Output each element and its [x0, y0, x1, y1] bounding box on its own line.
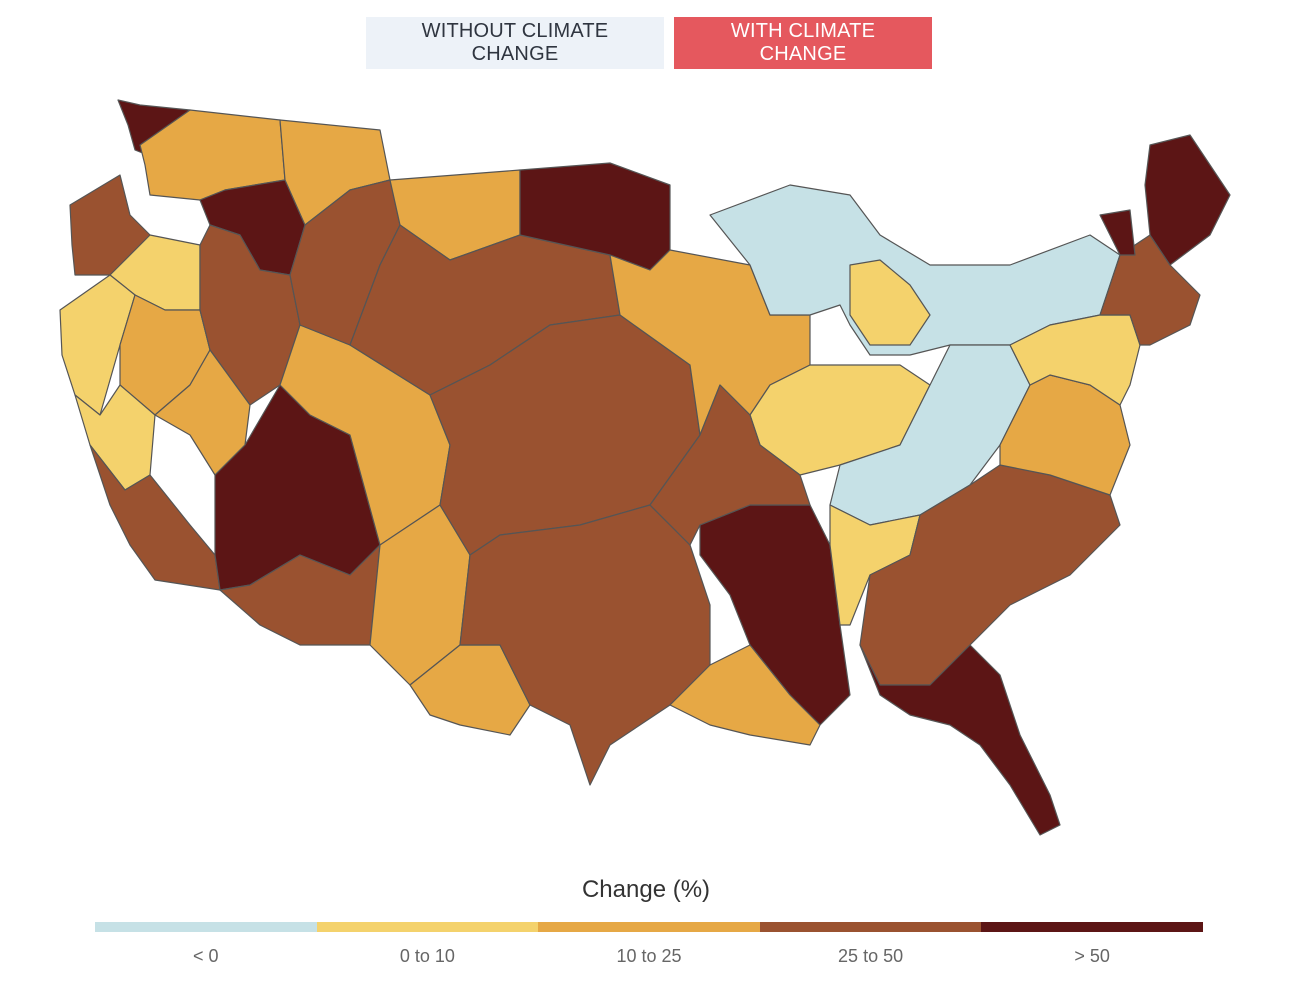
region-arkansas-red[interactable]	[649, 384, 811, 546]
legend-swatch	[981, 922, 1203, 932]
without-climate-change-button[interactable]: WITHOUT CLIMATE CHANGE	[366, 17, 664, 69]
legend-label: < 0	[193, 946, 219, 966]
legend-color-bar	[95, 922, 1203, 932]
region-lower-michigan[interactable]	[849, 259, 931, 346]
region-georgia-florida[interactable]	[859, 644, 1061, 836]
us-choropleth-map	[50, 85, 1250, 850]
region-maine[interactable]	[1144, 134, 1231, 266]
legend-title: Change (%)	[581, 876, 711, 903]
legend-label: 10 to 25	[616, 946, 682, 966]
legend-swatch	[759, 922, 982, 932]
scenario-toggle: WITHOUT CLIMATE CHANGE WITH CLIMATE CHAN…	[366, 17, 932, 69]
region-vermont-north[interactable]	[1099, 209, 1136, 256]
legend-label: > 50	[1074, 946, 1110, 966]
region-northern-california-coast[interactable]	[59, 274, 136, 416]
legend-swatch	[95, 922, 317, 932]
region-texas-central[interactable]	[459, 504, 711, 786]
legend-swatch	[316, 922, 539, 932]
region-louisiana-gulf[interactable]	[669, 644, 821, 746]
region-pennsylvania-new-york[interactable]	[1009, 314, 1141, 406]
map-svg	[59, 99, 1231, 836]
with-climate-change-button[interactable]: WITH CLIMATE CHANGE	[674, 17, 932, 69]
legend-label: 0 to 10	[399, 946, 455, 966]
region-nevada-west[interactable]	[154, 349, 251, 476]
legend-labels: < 0 0 to 10 10 to 25 25 to 50 > 50	[95, 946, 1203, 967]
legend-label: 25 to 50	[838, 946, 904, 966]
legend-swatch	[538, 922, 760, 932]
